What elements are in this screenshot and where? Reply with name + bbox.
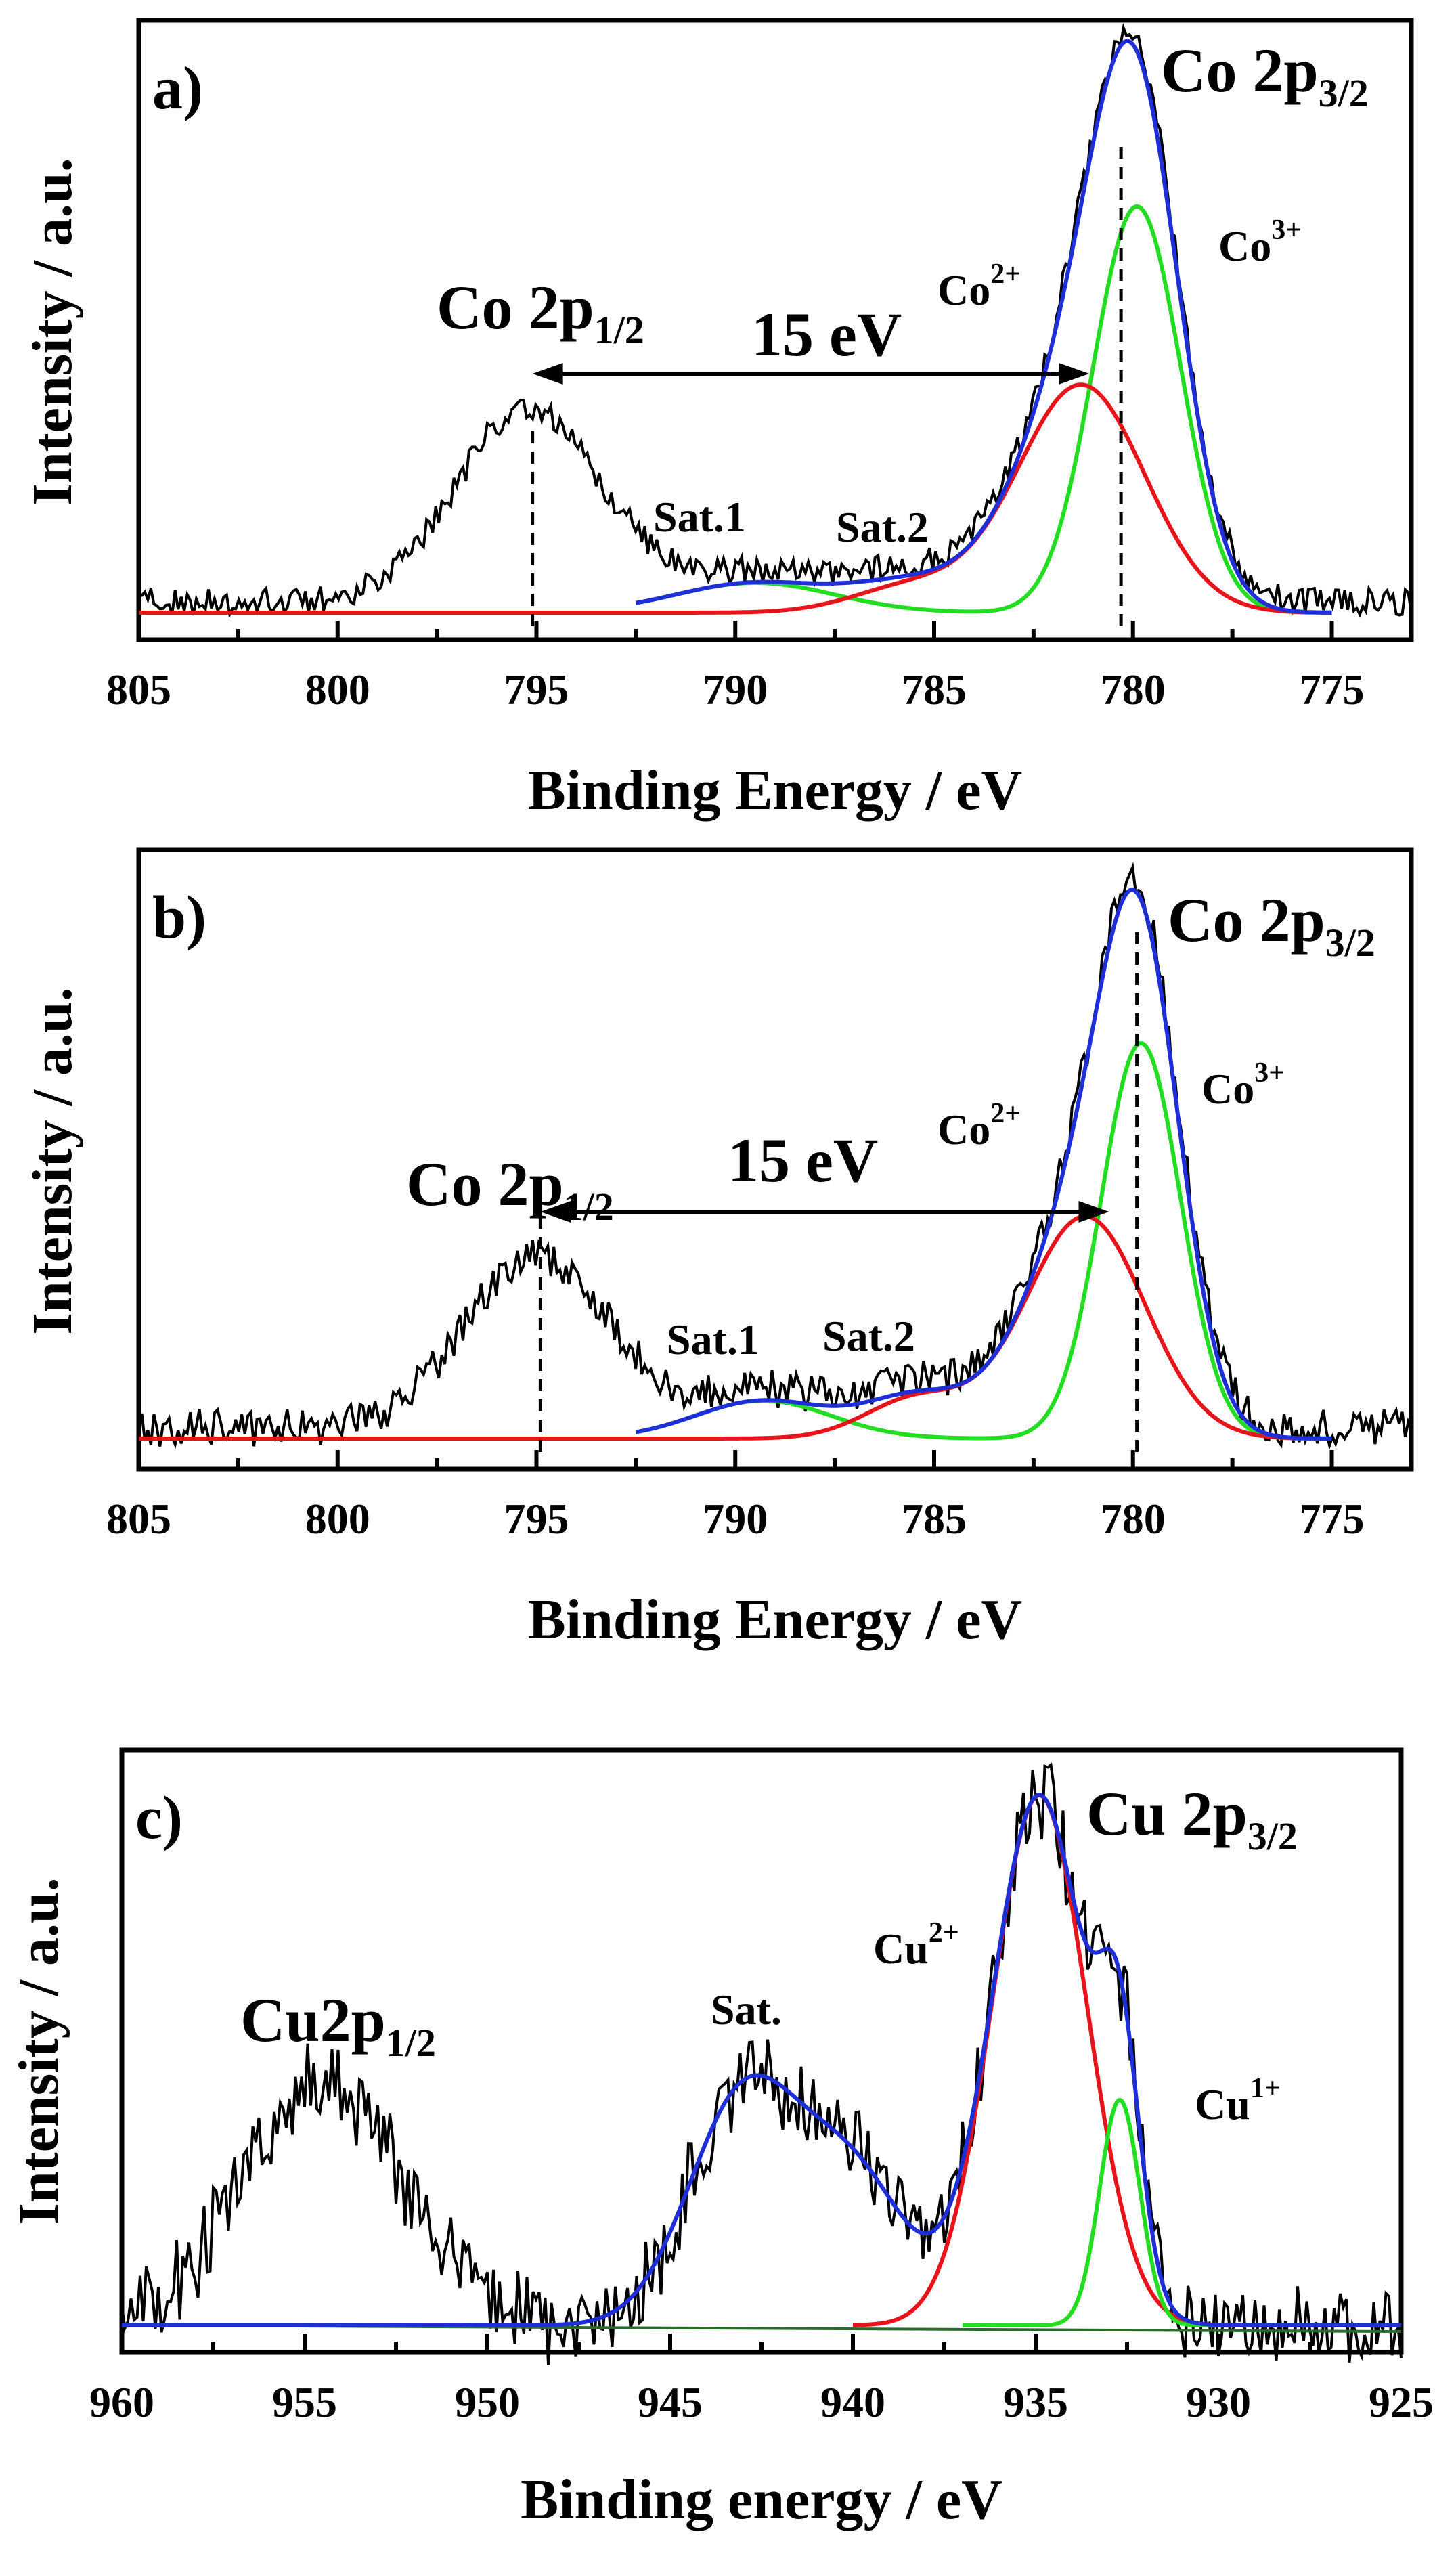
splitting-arrowhead-left (532, 363, 563, 385)
panel-b-co2plus-main: Co (937, 1105, 990, 1154)
x-tick-label: 785 (902, 1495, 967, 1543)
x-tick-label: 785 (902, 665, 967, 714)
panel-a-label: a) (152, 55, 203, 122)
panel-c-curves (120, 1762, 1403, 2365)
panel-a-co3plus-label: Co3+ (1218, 215, 1302, 270)
x-tick-label: 960 (89, 2378, 154, 2426)
panel-b-co2p32-label: Co 2p3/2 (1168, 885, 1375, 965)
panel-c-cu2plus-label: Cu2+ (873, 1917, 959, 1973)
x-tick-label: 935 (1003, 2378, 1068, 2426)
x-tick-label: 780 (1101, 665, 1166, 714)
panel-b-ylabel: Intensity / a.u. (21, 987, 84, 1334)
panel-b-sat2-label: Sat.2 (822, 1312, 915, 1360)
panel-a-co2p12-label: Co 2p1/2 (437, 273, 644, 352)
sum-fit-series (122, 1793, 1401, 2327)
x-tick-label: 930 (1186, 2378, 1251, 2426)
x-tick-label: 940 (820, 2378, 885, 2426)
x-tick-label: 925 (1369, 2378, 1434, 2426)
panel-b-co2p12-label: Co 2p1/2 (406, 1149, 614, 1229)
splitting-arrowhead-right (1059, 363, 1090, 385)
panel-b-co2p12-main: Co 2p (406, 1149, 564, 1219)
panel-b: 805 800 795 790 785 780 775 b) Binding Energy … (21, 847, 1414, 1651)
panel-a-x-ticks: 805 800 795 790 785 780 775 (106, 621, 1365, 714)
panel-a-frame (136, 18, 1414, 642)
panel-b-sat1-label: Sat.1 (667, 1315, 759, 1363)
panel-a-co3plus-sup: 3+ (1271, 215, 1302, 246)
x-tick-label: 795 (504, 1495, 569, 1543)
panel-c-cu2plus-main: Cu (873, 1925, 929, 1973)
panel-c: 960 955 950 945 940 935 930 925 c) Binding ener… (7, 1747, 1434, 2531)
panel-b-co3plus-label: Co3+ (1201, 1057, 1285, 1113)
panel-c-cu2p12-main: Cu2p (240, 1986, 386, 2055)
x-tick-label: 790 (703, 1495, 768, 1543)
x-tick-label: 945 (638, 2378, 703, 2426)
panel-c-cu2p32-label: Cu 2p3/2 (1086, 1779, 1298, 1858)
panel-b-co2p32-sub: 3/2 (1325, 921, 1375, 965)
panel-a-co2plus-label: Co2+ (937, 259, 1021, 314)
sum-fit-series (635, 888, 1332, 1441)
panel-c-cu2p12-sub: 1/2 (386, 2021, 436, 2065)
panel-a-co2p12-sub: 1/2 (594, 308, 644, 352)
panel-b-co3plus-main: Co (1201, 1065, 1254, 1113)
panel-a-co2plus-sup: 2+ (990, 259, 1021, 290)
panel-c-cu2p32-sub: 3/2 (1248, 1814, 1298, 1858)
co2-fit-series (139, 382, 1332, 615)
panel-c-x-ticks: 960 955 950 945 940 935 930 925 (89, 2334, 1434, 2426)
panel-a: 805 800 795 790 785 780 775 a) Binding Energy … (21, 18, 1414, 822)
panel-b-x-ticks: 805 800 795 790 785 780 775 (106, 1450, 1365, 1543)
panel-c-cu1plus-main: Cu (1195, 2080, 1250, 2128)
panel-a-ylabel: Intensity / a.u. (21, 158, 84, 505)
panel-c-xlabel: Binding energy / eV (521, 2468, 1002, 2531)
x-tick-label: 780 (1101, 1495, 1166, 1543)
co2-fit-series (139, 1214, 1332, 1441)
panel-b-co2plus-sup: 2+ (990, 1098, 1021, 1129)
raw-data-series (120, 1762, 1403, 2365)
panel-a-sat1-label: Sat.1 (653, 493, 746, 541)
panel-a-xlabel: Binding Energy / eV (528, 759, 1022, 822)
x-tick-label: 800 (305, 665, 370, 714)
x-tick-label: 805 (106, 665, 171, 714)
panel-c-cu2p32-main: Cu 2p (1086, 1779, 1248, 1848)
panel-a-curves (138, 22, 1413, 626)
cu2-fit-series (853, 1793, 1401, 2327)
x-tick-label: 800 (305, 1495, 370, 1543)
sum-fit-series (635, 39, 1332, 615)
panel-b-co2p32-main: Co 2p (1168, 885, 1325, 955)
panel-c-cu1plus-sup: 1+ (1250, 2073, 1281, 2104)
panel-c-ylabel: Intensity / a.u. (7, 1877, 70, 2225)
panel-a-co2p32-sub: 3/2 (1319, 71, 1369, 115)
splitting-arrowhead-right (1078, 1201, 1109, 1223)
panel-b-splitting-label: 15 eV (728, 1126, 878, 1195)
panel-a-splitting-label: 15 eV (751, 300, 902, 369)
panel-b-co3plus-sup: 3+ (1254, 1057, 1285, 1089)
panel-b-co2plus-label: Co2+ (937, 1098, 1021, 1154)
panel-b-label: b) (152, 884, 206, 951)
panel-b-curves (137, 862, 1413, 1452)
x-tick-label: 955 (272, 2378, 337, 2426)
panel-c-cu2p12-label: Cu2p1/2 (240, 1986, 436, 2065)
panel-b-xlabel: Binding Energy / eV (528, 1588, 1022, 1651)
panel-a-co2p32-main: Co 2p (1161, 36, 1319, 105)
panel-b-co2p12-sub: 1/2 (564, 1185, 614, 1229)
x-tick-label: 775 (1300, 665, 1365, 714)
x-tick-label: 795 (504, 665, 569, 714)
panel-a-co2p32-label: Co 2p3/2 (1161, 36, 1369, 115)
panel-c-label: c) (135, 1784, 183, 1852)
splitting-arrowhead-left (540, 1201, 571, 1223)
cu1-fit-series (963, 2097, 1401, 2327)
x-tick-label: 805 (106, 1495, 171, 1543)
panel-a-co2p12-main: Co 2p (437, 273, 594, 342)
panel-a-co3plus-main: Co (1218, 222, 1271, 270)
x-tick-label: 790 (703, 665, 768, 714)
panel-b-frame (136, 847, 1414, 1472)
panel-a-co2plus-main: Co (937, 266, 990, 314)
x-tick-label: 950 (455, 2378, 520, 2426)
x-tick-label: 775 (1300, 1495, 1365, 1543)
panel-c-cu1plus-label: Cu1+ (1195, 2073, 1281, 2128)
panel-c-cu2plus-sup: 2+ (929, 1917, 959, 1948)
panel-c-sat-label: Sat. (711, 1986, 782, 2034)
panel-a-sat2-label: Sat.2 (836, 503, 929, 551)
